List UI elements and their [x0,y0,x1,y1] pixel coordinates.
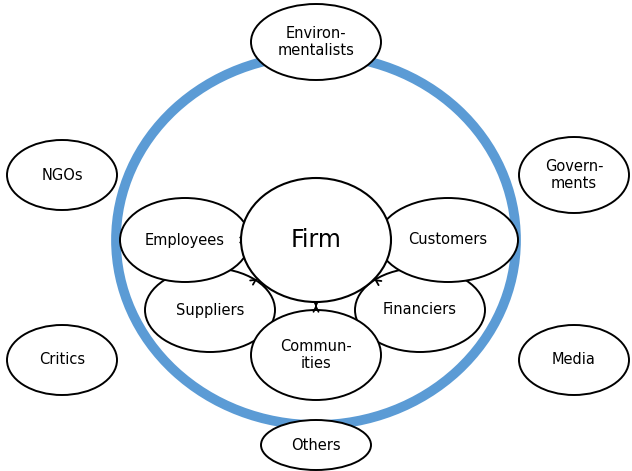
Text: Customers: Customers [408,233,487,247]
Text: NGOs: NGOs [41,168,83,182]
Text: Environ-
mentalists: Environ- mentalists [277,26,355,58]
Ellipse shape [251,310,381,400]
Ellipse shape [241,178,391,302]
Ellipse shape [378,198,518,282]
Text: Employees: Employees [145,233,225,247]
Ellipse shape [145,268,275,352]
Text: Others: Others [291,438,341,453]
Text: Commun-
ities: Commun- ities [280,339,352,371]
Ellipse shape [7,140,117,210]
Text: Firm: Firm [291,228,341,252]
Text: Critics: Critics [39,352,85,367]
Text: Financiers: Financiers [383,302,457,317]
Ellipse shape [7,325,117,395]
Ellipse shape [261,420,371,470]
Ellipse shape [251,4,381,80]
Text: Media: Media [552,352,596,367]
Ellipse shape [519,137,629,213]
Text: Govern-
ments: Govern- ments [545,159,604,191]
Text: Suppliers: Suppliers [176,302,244,317]
Ellipse shape [519,325,629,395]
Ellipse shape [120,198,250,282]
Ellipse shape [355,268,485,352]
